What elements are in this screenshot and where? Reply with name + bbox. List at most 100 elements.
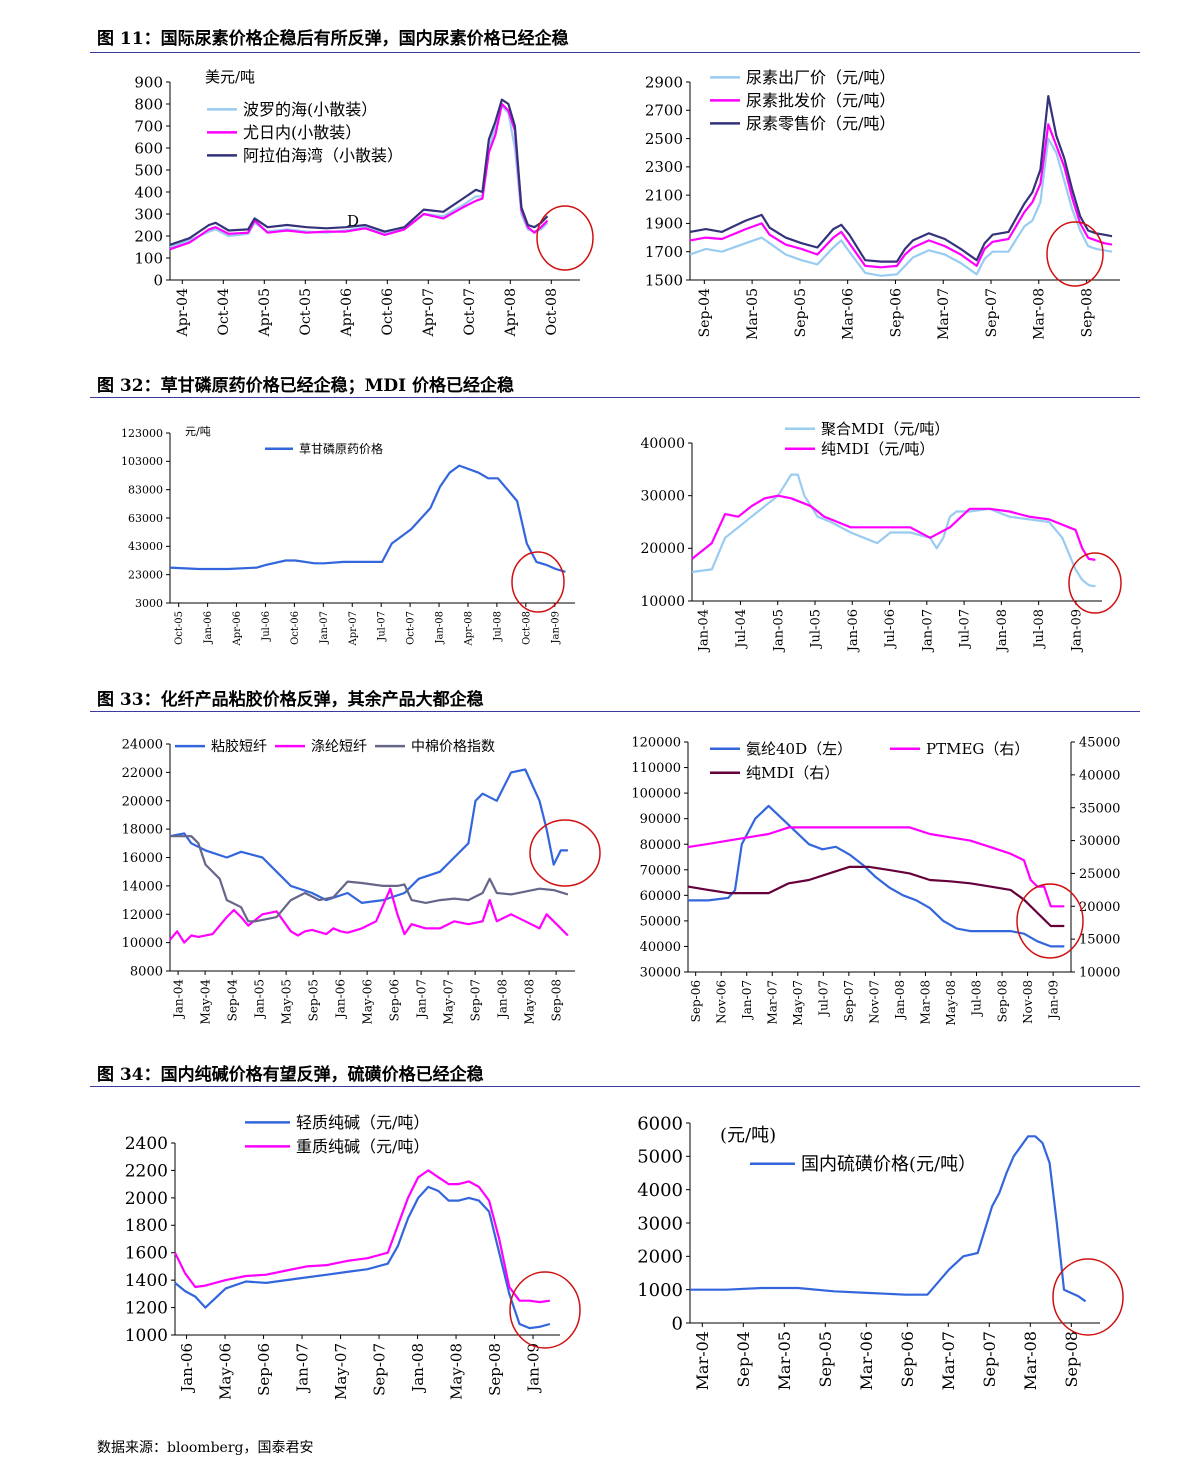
x-tick-label: May-08 (447, 1343, 465, 1400)
y-tick-label: 1200 (125, 1299, 168, 1319)
y-tick-label: 16000 (122, 851, 163, 866)
legend-label: 尿素批发价（元/吨） (746, 91, 895, 110)
series-line-1 (688, 804, 1065, 948)
x-tick-label: Sep-06 (689, 980, 703, 1022)
x-tick-label: Mar-05 (745, 288, 761, 340)
x-tick-label: Sep-07 (842, 980, 856, 1022)
y-tick-label: 22000 (122, 766, 163, 781)
y-tick-label: 2400 (125, 1134, 168, 1154)
y-tick-label: 60000 (640, 889, 681, 904)
y2-tick-label: 30000 (1079, 834, 1120, 849)
y-tick-label: 43000 (128, 540, 163, 553)
x-tick-label: Jan-07 (920, 609, 935, 653)
y2-tick-label: 40000 (1079, 768, 1120, 783)
y-tick-label: 63000 (128, 512, 163, 525)
x-tick-label: Nov-06 (714, 980, 728, 1024)
legend-label: 中棉价格指数 (411, 738, 495, 755)
x-tick-label: Oct-08 (544, 288, 560, 336)
y-tick-label: 5000 (637, 1147, 683, 1168)
x-tick-label: Sep-06 (387, 979, 401, 1021)
y-tick-label: 20000 (640, 541, 685, 557)
y-tick-label: 3000 (637, 1213, 683, 1234)
y-tick-label: 123000 (121, 427, 163, 440)
y-tick-label: 1500 (645, 271, 683, 289)
x-tick-label: May-04 (198, 979, 212, 1025)
series-line-2 (689, 123, 1113, 269)
series-line-1 (689, 137, 1113, 277)
series-line-3 (687, 865, 1065, 928)
y-tick-label: 2900 (645, 73, 683, 91)
series-line-3 (170, 835, 569, 923)
series-line-2 (691, 494, 1096, 561)
legend-label: 聚合MDI（元/吨） (821, 420, 949, 438)
x-tick-label: May-06 (216, 1343, 234, 1400)
y-tick-label: 6000 (637, 1113, 683, 1134)
y2-tick-label: 35000 (1079, 801, 1120, 816)
x-tick-label: Sep-08 (486, 1343, 504, 1396)
y-tick-label: 900 (134, 73, 163, 91)
x-tick-label: Jan-09 (1069, 609, 1084, 653)
x-tick-label: Sep-08 (549, 979, 563, 1021)
y2-tick-label: 45000 (1079, 736, 1120, 751)
x-tick-label: Jan-08 (893, 980, 907, 1021)
x-tick-label: Sep-08 (1079, 288, 1095, 337)
y-tick-label: 30000 (640, 966, 681, 981)
x-tick-label: Jan-07 (414, 979, 428, 1020)
y-tick-label: 2100 (645, 186, 683, 204)
legend-label: 波罗的海(小散装） (243, 100, 377, 119)
chart-soda-ash: 2400 2200 2000 1800 1600 1400 1200 1000 Jan-06 Ma… (125, 1113, 581, 1400)
highlight-circle (511, 551, 565, 613)
y-tick-label: 120000 (631, 736, 681, 751)
y-tick-label: 40000 (640, 940, 681, 955)
y-tick-label: 1900 (645, 215, 683, 233)
y-tick-label: 83000 (128, 484, 163, 497)
legend-label: 纯MDI（右） (746, 764, 839, 782)
x-tick-label: Jan-07 (293, 1343, 311, 1394)
y-tick-label: 24000 (122, 738, 163, 753)
x-tick-label: Jan-08 (409, 1343, 427, 1394)
series-line-1 (169, 464, 566, 573)
x-tick-label: Apr-08 (503, 288, 519, 337)
highlight-circle (529, 819, 601, 887)
series-line-1 (174, 1185, 551, 1330)
y-tick-label: 2000 (637, 1247, 683, 1268)
legend-label: 阿拉伯海湾（小散装） (243, 146, 403, 165)
y-tick-label: 1000 (637, 1280, 683, 1301)
x-tick-label: Apr-07 (348, 611, 359, 647)
x-tick-label: May-08 (522, 979, 536, 1025)
x-tick-label: Mar-06 (841, 288, 857, 340)
x-tick-label: Nov-08 (1021, 980, 1035, 1024)
y-tick-label: 2300 (645, 158, 683, 176)
highlight-circle (1016, 883, 1084, 959)
x-tick-label: Sep-06 (888, 288, 904, 337)
x-tick-label: Jan-06 (846, 609, 861, 653)
x-tick-label: Mar-04 (693, 1331, 712, 1390)
x-tick-label: Oct-06 (290, 611, 301, 645)
x-tick-label: May-05 (279, 979, 293, 1025)
x-tick-label: Jul-07 (958, 609, 973, 650)
y-tick-label: 18000 (122, 823, 163, 838)
highlight-circle (1068, 552, 1122, 614)
y-tick-label: 50000 (640, 914, 681, 929)
y-tick-label: 800 (134, 95, 163, 113)
y-tick-label: 3000 (135, 597, 163, 610)
series-line-1 (169, 768, 568, 904)
y-tick-label: 40000 (640, 436, 685, 452)
y2-tick-label: 10000 (1079, 966, 1120, 981)
x-tick-label: Sep-04 (225, 979, 239, 1022)
y-tick-label: 300 (134, 205, 163, 223)
legend-label: 国内硫磺价格(元/吨） (801, 1154, 976, 1175)
y-tick-label: 70000 (640, 863, 681, 878)
x-tick-label: Sep-06 (255, 1343, 273, 1396)
y-tick-label: 0 (153, 271, 163, 289)
x-tick-label: Oct-05 (174, 611, 185, 645)
y2-tick-label: 15000 (1079, 933, 1120, 948)
x-tick-label: Oct-07 (462, 288, 478, 336)
x-tick-label: Oct-08 (521, 611, 532, 645)
section-title-2: 图 32：草甘磷原药价格已经企稳；MDI 价格已经企稳 (97, 376, 515, 396)
chart-intl-urea: 900 800 700 600 500 400 300 200 100 0 Apr-04 Oct-04… (134, 68, 594, 337)
section-title-1: 图 11：国际尿素价格企稳后有所反弹，国内尿素价格已经企稳 (97, 29, 569, 49)
x-tick-label: Jul-06 (883, 609, 898, 650)
x-tick-label: Mar-08 (1021, 1331, 1040, 1390)
legend-label: 粘胶短纤 (211, 738, 267, 755)
